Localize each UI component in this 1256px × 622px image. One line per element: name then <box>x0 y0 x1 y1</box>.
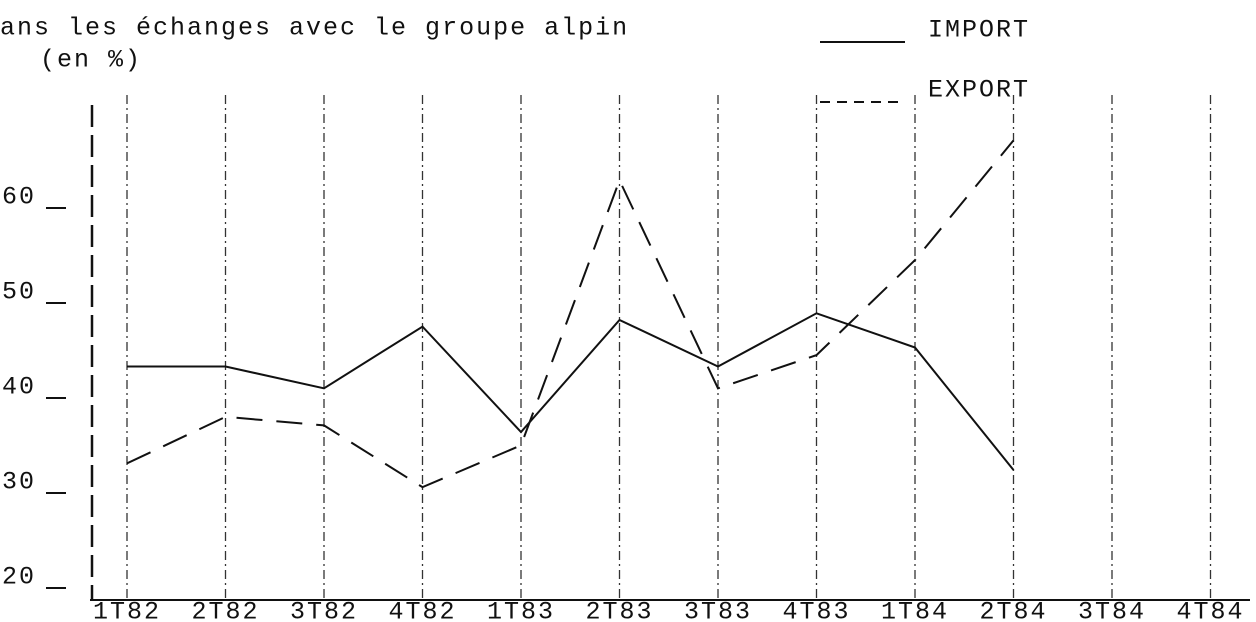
line-series <box>126 139 1015 489</box>
chart-subtitle: (en %) <box>40 46 142 75</box>
y-tick-label: 30 <box>2 468 36 497</box>
x-tick-label: 4T82 <box>388 598 456 622</box>
x-tick-label: 2T83 <box>585 598 653 622</box>
legend-label: IMPORT <box>928 16 1030 45</box>
x-tick-label: 4T84 <box>1176 598 1244 622</box>
x-tick-label: 2T82 <box>191 598 259 622</box>
chart-title: ans les échanges avec le groupe alpin <box>0 14 629 43</box>
legend-label: EXPORT <box>928 76 1030 105</box>
x-tick-label: 2T84 <box>979 598 1047 622</box>
y-tick-label: 40 <box>2 373 36 402</box>
line-series <box>127 312 1015 471</box>
y-tick-label: 60 <box>2 183 36 212</box>
x-tick-label: 3T82 <box>290 598 358 622</box>
x-tick-label: 1T83 <box>487 598 555 622</box>
x-tick-label: 1T82 <box>93 598 161 622</box>
x-tick-label: 3T84 <box>1078 598 1146 622</box>
y-tick-label: 50 <box>2 278 36 307</box>
x-tick-label: 4T83 <box>782 598 850 622</box>
x-tick-label: 1T84 <box>881 598 949 622</box>
x-tick-label: 3T83 <box>684 598 752 622</box>
y-tick-label: 20 <box>2 563 36 592</box>
